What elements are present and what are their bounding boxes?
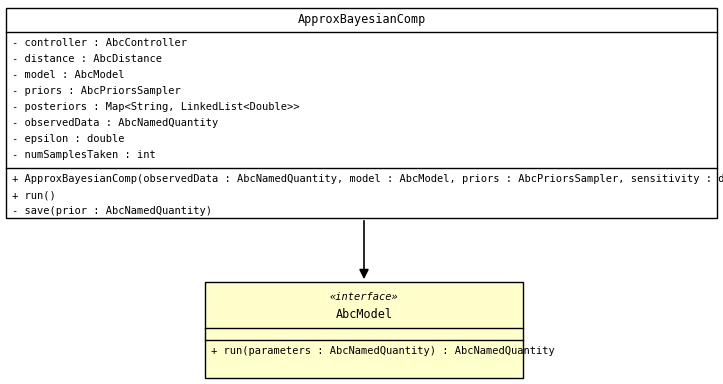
Text: ApproxBayesianComp: ApproxBayesianComp (297, 13, 426, 26)
Text: - priors : AbcPriorsSampler: - priors : AbcPriorsSampler (12, 86, 181, 96)
Text: - epsilon : double: - epsilon : double (12, 134, 124, 144)
Text: AbcModel: AbcModel (335, 308, 393, 321)
Bar (6, 8, 717, 218)
Text: + run(): + run() (12, 190, 56, 200)
Text: - distance : AbcDistance: - distance : AbcDistance (12, 54, 162, 64)
Text: - numSamplesTaken : int: - numSamplesTaken : int (12, 150, 155, 160)
Bar (205, 282, 523, 378)
Text: «interface»: «interface» (330, 292, 398, 302)
Text: - posteriors : Map<String, LinkedList<Double>>: - posteriors : Map<String, LinkedList<Do… (12, 102, 299, 112)
Text: - save(prior : AbcNamedQuantity): - save(prior : AbcNamedQuantity) (12, 206, 212, 216)
Text: - model : AbcModel: - model : AbcModel (12, 70, 124, 80)
Text: + run(parameters : AbcNamedQuantity) : AbcNamedQuantity: + run(parameters : AbcNamedQuantity) : A… (211, 346, 555, 356)
Text: - controller : AbcController: - controller : AbcController (12, 38, 187, 48)
Text: + ApproxBayesianComp(observedData : AbcNamedQuantity, model : AbcModel, priors :: + ApproxBayesianComp(observedData : AbcN… (12, 174, 723, 184)
Text: - observedData : AbcNamedQuantity: - observedData : AbcNamedQuantity (12, 118, 218, 128)
